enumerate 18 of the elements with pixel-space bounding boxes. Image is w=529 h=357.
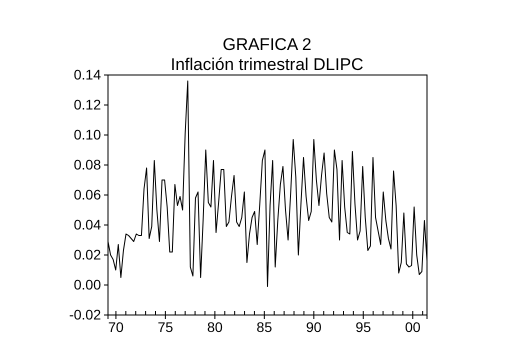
y-tick-label: 0.04 [74,216,102,232]
x-tick-label: 75 [158,318,174,335]
x-tick-label: 80 [207,318,223,335]
y-tick-label: 0.00 [74,276,102,292]
chart-title: GRAFICA 2 [222,35,312,54]
y-tick-label: 0.12 [74,96,102,112]
y-tick-label: 0.08 [74,156,102,172]
x-tick-label: 70 [108,318,124,335]
x-tick-label: 95 [355,318,372,335]
x-tick-label: 85 [256,318,272,335]
y-tick-label: -0.02 [69,306,102,322]
y-tick-label: 0.10 [74,126,102,142]
y-tick-label: 0.02 [74,246,102,262]
chart-subtitle: Inflación trimestral DLIPC [170,55,364,74]
x-tick-label: 90 [306,318,322,335]
x-tick-label: 00 [404,318,421,335]
y-tick-label: 0.06 [74,186,102,202]
y-tick-label: 0.14 [74,66,102,82]
